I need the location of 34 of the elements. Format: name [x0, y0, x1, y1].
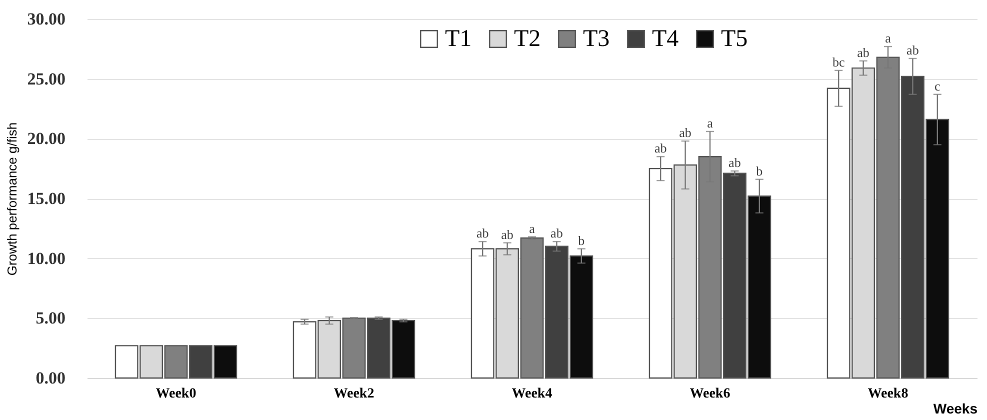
x-tick-label: Week4 [512, 386, 552, 402]
data-label: ab [728, 154, 741, 170]
data-label: ab [857, 44, 870, 60]
y-tick-label: 5.00 [36, 308, 66, 328]
data-label: bc [832, 54, 845, 70]
data-label: b [578, 232, 585, 248]
y-tick-label: 0.00 [36, 368, 66, 388]
y-tick-label: 15.00 [27, 189, 66, 208]
data-label: a [529, 220, 536, 236]
data-label: ab [550, 226, 563, 241]
legend-label: T3 [583, 26, 610, 52]
legend-label: T1 [445, 26, 472, 52]
data-label: ab [906, 42, 919, 58]
x-tick-label: Week8 [868, 386, 908, 402]
data-label: a [885, 30, 892, 46]
x-axis-title: Weeks [933, 400, 978, 416]
data-label: c [934, 78, 941, 94]
legend-label: T5 [721, 26, 748, 52]
data-label: a [707, 115, 714, 130]
y-axis-title: Growth performance g/fish [4, 122, 20, 276]
y-tick-label: 25.00 [27, 69, 66, 88]
data-label: ab [654, 140, 667, 156]
legend-label: T4 [652, 26, 679, 52]
data-label: ab [679, 125, 692, 140]
data-label: ab [501, 226, 514, 242]
x-tick-label: Week6 [690, 386, 730, 402]
data-label: b [756, 163, 763, 178]
y-tick-label: 30.00 [27, 10, 66, 28]
y-tick-label: 20.00 [27, 129, 66, 148]
legend-label: T2 [514, 26, 541, 52]
data-label: ab [476, 226, 489, 241]
x-tick-label: Week2 [334, 386, 374, 402]
y-tick-label: 10.00 [27, 248, 66, 268]
x-tick-label: Week0 [156, 386, 196, 402]
